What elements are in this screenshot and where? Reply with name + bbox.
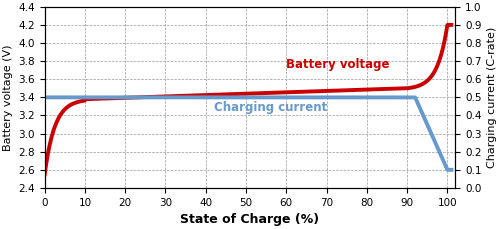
Y-axis label: Battery voltage (V): Battery voltage (V) [3,44,13,151]
Text: Battery voltage: Battery voltage [286,58,390,71]
X-axis label: State of Charge (%): State of Charge (%) [180,213,320,226]
Text: Charging current: Charging current [214,101,327,114]
Y-axis label: Charging current (C-rate): Charging current (C-rate) [487,27,497,168]
